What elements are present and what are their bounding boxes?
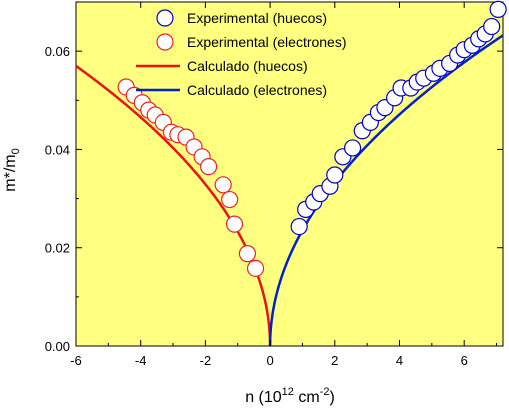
y-tick-label: 0.04 <box>45 142 70 157</box>
legend-label: Experimental (huecos) <box>187 10 327 26</box>
x-axis-label-sup2: -2 <box>320 386 330 398</box>
y-tick-label: 0.00 <box>45 339 70 354</box>
y-axis-label-sub: 0 <box>10 148 22 154</box>
x-tick-label: -6 <box>70 353 82 368</box>
y-axis-label-main: m*/m <box>2 154 19 191</box>
x-axis-label-sup1: 12 <box>282 386 294 398</box>
x-tick-label: 6 <box>461 353 468 368</box>
data-point <box>214 176 232 194</box>
data-point <box>290 217 308 236</box>
x-axis-label-end: ) <box>329 389 334 406</box>
x-tick-label: 4 <box>396 353 403 368</box>
legend-label: Calculado (electrones) <box>187 82 327 98</box>
legend-marker <box>156 33 174 51</box>
data-point <box>221 190 239 209</box>
curve-negative <box>75 64 272 346</box>
axes: -6 -4 -2 0 2 4 6 0.00 0.02 0.04 0.06 <box>45 2 503 368</box>
plot-area <box>75 1 504 347</box>
x-axis-label-mid: cm <box>294 389 320 406</box>
data-point <box>225 215 244 233</box>
x-tick-label: -2 <box>200 353 212 368</box>
legend-label: Calculado (huecos) <box>187 58 308 74</box>
x-axis-label-main: n (10 <box>245 389 282 406</box>
legend-label: Experimental (electrones) <box>187 34 347 50</box>
data-point <box>326 166 344 184</box>
experimental-markers <box>117 0 507 277</box>
y-axis-label: m*/m0 <box>2 148 22 191</box>
x-tick-label: 2 <box>331 353 338 368</box>
data-point <box>343 139 362 157</box>
data-point <box>483 17 501 36</box>
data-point <box>238 245 257 263</box>
y-tick-label: 0.06 <box>45 44 70 59</box>
y-tick-label: 0.02 <box>45 241 70 256</box>
data-point <box>200 158 218 176</box>
x-tick-label: -4 <box>135 353 147 368</box>
legend: Experimental (huecos) Experimental (elect… <box>136 9 347 98</box>
x-axis-label: n (1012 cm-2) <box>245 386 335 406</box>
x-tick-label: 0 <box>266 353 273 368</box>
data-point <box>246 259 265 277</box>
legend-marker <box>156 9 174 27</box>
data-point <box>489 0 507 18</box>
